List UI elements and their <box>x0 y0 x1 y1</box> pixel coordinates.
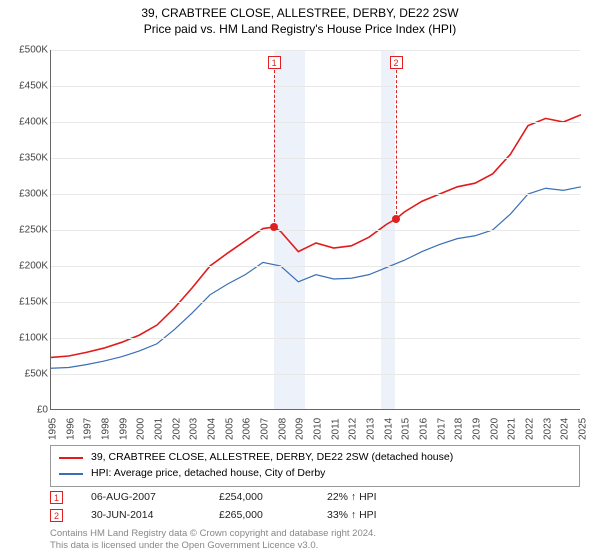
footer-line-1: Contains HM Land Registry data © Crown c… <box>50 528 376 540</box>
legend-box: 39, CRABTREE CLOSE, ALLESTREE, DERBY, DE… <box>50 445 580 487</box>
x-tick-label: 2011 <box>330 418 341 440</box>
sale-marker-dot <box>270 223 278 231</box>
sale-date-2: 30-JUN-2014 <box>91 509 191 521</box>
x-tick-label: 2017 <box>436 418 447 440</box>
sales-row-2: 2 30-JUN-2014 £265,000 33% ↑ HPI <box>50 506 377 524</box>
chart-plot-area: 12 <box>50 50 580 410</box>
series-line-property <box>51 115 581 358</box>
legend-swatch-hpi <box>59 473 83 475</box>
footer-line-2: This data is licensed under the Open Gov… <box>50 540 376 552</box>
sale-marker-1-icon: 1 <box>50 491 63 504</box>
y-tick-label: £50K <box>4 369 48 380</box>
sale-price-1: £254,000 <box>219 491 299 503</box>
x-tick-label: 2019 <box>472 418 483 440</box>
x-tick-label: 2013 <box>366 418 377 440</box>
x-tick-label: 2006 <box>242 418 253 440</box>
x-tick-label: 2007 <box>260 418 271 440</box>
x-tick-label: 2021 <box>507 418 518 440</box>
title-main: 39, CRABTREE CLOSE, ALLESTREE, DERBY, DE… <box>0 6 600 22</box>
y-tick-label: £0 <box>4 405 48 416</box>
footer-attribution: Contains HM Land Registry data © Crown c… <box>50 528 376 553</box>
y-tick-label: £400K <box>4 117 48 128</box>
x-tick-label: 1995 <box>48 418 59 440</box>
x-tick-label: 2004 <box>207 418 218 440</box>
sale-delta-2: 33% ↑ HPI <box>327 509 377 521</box>
x-tick-label: 1998 <box>101 418 112 440</box>
legend-item-property: 39, CRABTREE CLOSE, ALLESTREE, DERBY, DE… <box>59 450 571 466</box>
x-tick-label: 2010 <box>313 418 324 440</box>
legend-label-hpi: HPI: Average price, detached house, City… <box>91 466 325 482</box>
x-tick-label: 2000 <box>136 418 147 440</box>
x-tick-label: 1996 <box>65 418 76 440</box>
sales-row-1: 1 06-AUG-2007 £254,000 22% ↑ HPI <box>50 488 377 506</box>
title-block: 39, CRABTREE CLOSE, ALLESTREE, DERBY, DE… <box>0 0 600 37</box>
y-tick-label: £100K <box>4 333 48 344</box>
x-tick-label: 2005 <box>224 418 235 440</box>
chart-container: 39, CRABTREE CLOSE, ALLESTREE, DERBY, DE… <box>0 0 600 560</box>
y-tick-label: £150K <box>4 297 48 308</box>
y-tick-label: £250K <box>4 225 48 236</box>
y-tick-label: £450K <box>4 81 48 92</box>
x-tick-label: 2003 <box>189 418 200 440</box>
x-tick-label: 2002 <box>171 418 182 440</box>
legend-item-hpi: HPI: Average price, detached house, City… <box>59 466 571 482</box>
sale-marker-line <box>274 70 275 227</box>
x-tick-label: 2020 <box>489 418 500 440</box>
x-tick-label: 2018 <box>454 418 465 440</box>
sale-marker-line <box>396 70 397 219</box>
sale-marker-box: 2 <box>390 56 403 69</box>
series-line-hpi <box>51 187 581 368</box>
legend-label-property: 39, CRABTREE CLOSE, ALLESTREE, DERBY, DE… <box>91 450 453 466</box>
sale-date-1: 06-AUG-2007 <box>91 491 191 503</box>
sale-marker-2-icon: 2 <box>50 509 63 522</box>
x-tick-label: 2015 <box>401 418 412 440</box>
y-tick-label: £300K <box>4 189 48 200</box>
x-tick-label: 1999 <box>118 418 129 440</box>
x-tick-label: 2024 <box>560 418 571 440</box>
x-tick-label: 2014 <box>383 418 394 440</box>
title-sub: Price paid vs. HM Land Registry's House … <box>0 22 600 38</box>
sales-table: 1 06-AUG-2007 £254,000 22% ↑ HPI 2 30-JU… <box>50 488 377 524</box>
x-tick-label: 2001 <box>154 418 165 440</box>
y-tick-label: £500K <box>4 45 48 56</box>
y-tick-label: £200K <box>4 261 48 272</box>
x-tick-label: 2009 <box>295 418 306 440</box>
sale-price-2: £265,000 <box>219 509 299 521</box>
x-tick-label: 2012 <box>348 418 359 440</box>
x-tick-label: 2016 <box>419 418 430 440</box>
x-tick-label: 2022 <box>525 418 536 440</box>
legend-swatch-property <box>59 457 83 459</box>
sale-delta-1: 22% ↑ HPI <box>327 491 377 503</box>
sale-marker-dot <box>392 215 400 223</box>
x-tick-label: 2025 <box>578 418 589 440</box>
sale-marker-box: 1 <box>268 56 281 69</box>
x-tick-label: 2008 <box>277 418 288 440</box>
x-tick-label: 1997 <box>83 418 94 440</box>
x-tick-label: 2023 <box>542 418 553 440</box>
y-tick-label: £350K <box>4 153 48 164</box>
